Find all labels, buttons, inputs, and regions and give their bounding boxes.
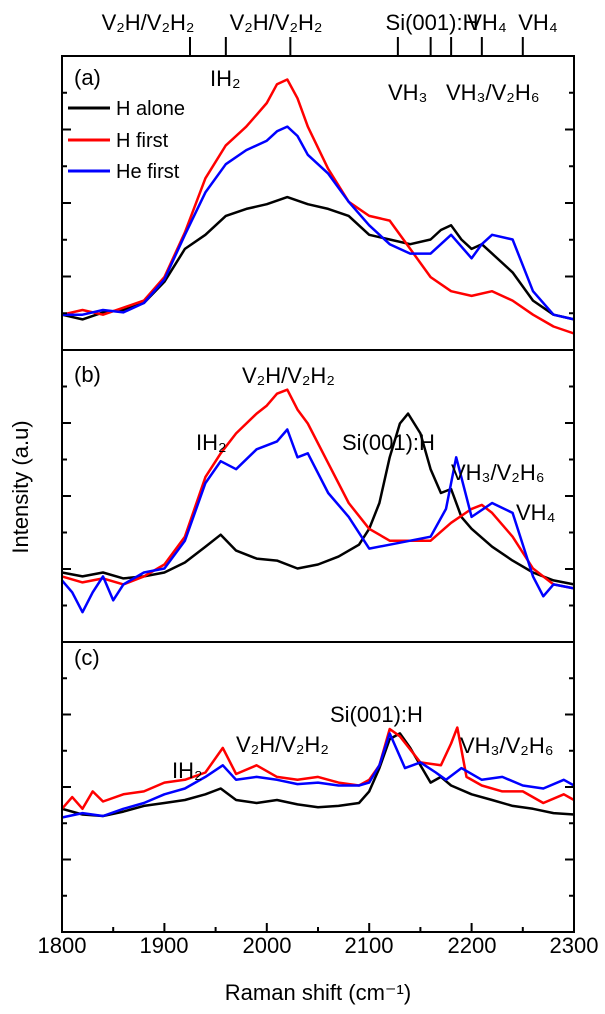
x-tick-label: 2200 xyxy=(448,933,497,958)
x-tick-label: 1900 xyxy=(140,933,189,958)
panel-frame xyxy=(61,641,575,933)
legend-label-h-alone: H alone xyxy=(116,98,185,120)
annot-c-si001h: Si(001):H xyxy=(330,702,423,727)
legend-label-he-first: He first xyxy=(116,161,180,183)
panel-c xyxy=(61,641,575,933)
series-line-h-alone xyxy=(61,732,575,818)
series-line-he-first xyxy=(61,428,575,614)
series-line-h-alone xyxy=(61,412,575,586)
annotations: (a) IH₂ VH₃ VH₃/V₂H₆ (b) V₂H/V₂H₂ IH₂ Si… xyxy=(74,65,556,783)
top-axis: V₂H/V₂H₂ V₂H/V₂H₂ Si(001):H VH₄ VH₄ xyxy=(62,10,574,57)
panel-b xyxy=(61,349,575,643)
top-label-1: V₂H/V₂H₂ xyxy=(102,10,195,35)
panel-label-c: (c) xyxy=(74,645,100,670)
annot-b-si001h: Si(001):H xyxy=(342,430,435,455)
series-line-h-first xyxy=(61,726,575,811)
annot-b-vh3-v2h6: VH₃/V₂H₆ xyxy=(451,460,545,485)
x-tick-label: 2300 xyxy=(550,933,599,958)
top-label-4: VH₄ xyxy=(467,10,507,35)
annot-b-vh4: VH₄ xyxy=(516,500,556,525)
annot-a-ih2: IH₂ xyxy=(210,66,241,91)
panel-label-a: (a) xyxy=(74,65,101,90)
annot-a-vh3: VH₃ xyxy=(388,80,428,105)
series-line-he-first xyxy=(61,732,575,819)
annot-c-ih2: IH₂ xyxy=(172,758,203,783)
x-tick-label: 2000 xyxy=(243,933,292,958)
annot-c-vh3-v2h6: VH₃/V₂H₆ xyxy=(460,733,554,758)
top-label-5: VH₄ xyxy=(518,10,558,35)
top-label-2: V₂H/V₂H₂ xyxy=(230,10,323,35)
annot-a-vh3-v2h6: VH₃/V₂H₆ xyxy=(446,80,540,105)
series-line-he-first xyxy=(62,125,575,321)
x-tick-label: 1800 xyxy=(38,933,87,958)
panel-frame xyxy=(61,349,575,643)
annot-b-v2h: V₂H/V₂H₂ xyxy=(242,363,335,388)
panel-label-b: (b) xyxy=(74,362,101,387)
annot-b-ih2: IH₂ xyxy=(196,430,227,455)
y-axis-label: Intensity (a.u) xyxy=(8,420,33,553)
series-line-h-first xyxy=(61,388,575,590)
x-tick-labels: 1800 1900 2000 2100 2200 2300 xyxy=(38,933,599,958)
top-label-3: Si(001):H xyxy=(386,10,479,35)
x-tick-label: 2100 xyxy=(345,933,394,958)
panels xyxy=(61,55,575,933)
annot-c-v2h: V₂H/V₂H₂ xyxy=(236,732,329,757)
legend-label-h-first: H first xyxy=(116,130,169,152)
x-axis-label: Raman shift (cm⁻¹) xyxy=(225,980,411,1005)
series-line-h-first xyxy=(61,78,575,335)
legend: H alone H first He first xyxy=(68,98,185,183)
